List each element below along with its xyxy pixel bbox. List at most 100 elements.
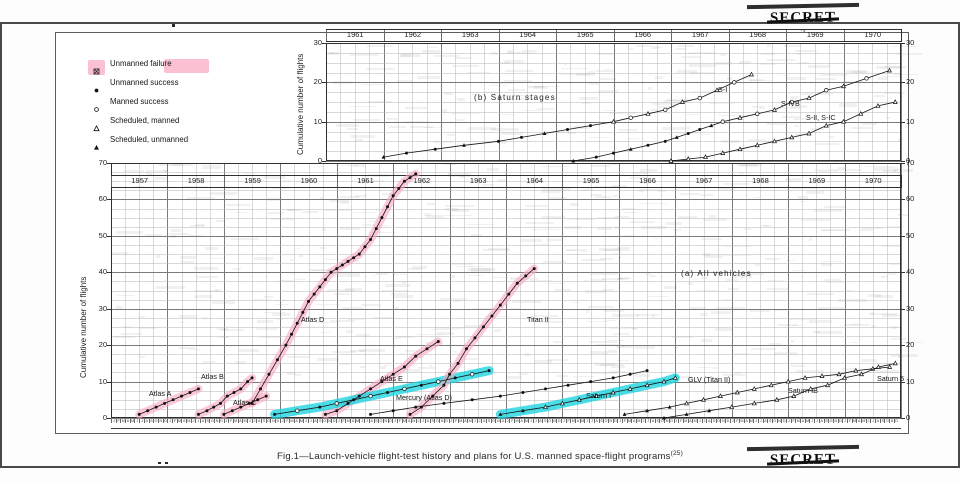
print-through-artifact bbox=[488, 247, 509, 250]
print-through-artifact bbox=[716, 307, 746, 309]
print-through-artifact bbox=[589, 194, 602, 196]
data-point bbox=[369, 238, 373, 241]
print-through-artifact bbox=[515, 94, 539, 96]
legend-item-label: Unmanned failure bbox=[110, 59, 172, 68]
print-through-artifact bbox=[730, 352, 750, 355]
data-point bbox=[532, 267, 536, 271]
gridline-minor-horizontal bbox=[326, 92, 901, 94]
print-through-artifact bbox=[451, 64, 480, 68]
print-through-artifact bbox=[813, 93, 833, 96]
print-through-artifact bbox=[888, 272, 896, 276]
data-point bbox=[352, 256, 356, 260]
y-axis-tick-mark bbox=[901, 199, 905, 201]
print-through-artifact bbox=[617, 246, 630, 250]
axis-line-left bbox=[111, 163, 112, 418]
print-through-artifact bbox=[594, 343, 619, 346]
data-point bbox=[405, 151, 408, 155]
x-axis-year-label: 1966 bbox=[613, 29, 672, 41]
series-label-atlas-b: Atlas B bbox=[201, 372, 224, 381]
print-through-artifact bbox=[159, 163, 183, 167]
data-point bbox=[386, 205, 389, 209]
data-point bbox=[433, 147, 437, 151]
legend-marker-open-circle-icon bbox=[92, 101, 101, 112]
print-through-artifact bbox=[823, 206, 846, 208]
print-through-artifact bbox=[350, 134, 375, 138]
print-through-artifact bbox=[751, 348, 776, 351]
print-through-artifact bbox=[210, 192, 237, 196]
data-point bbox=[267, 372, 271, 376]
data-point bbox=[340, 263, 344, 267]
print-through-artifact bbox=[893, 74, 919, 76]
y-axis-tick-label: 10 bbox=[906, 116, 915, 126]
print-through-artifact bbox=[193, 267, 218, 271]
print-through-artifact bbox=[355, 139, 364, 141]
print-through-artifact bbox=[162, 170, 167, 173]
x-axis-year-label: 1961 bbox=[336, 175, 393, 187]
print-through-artifact bbox=[424, 212, 432, 216]
print-through-artifact bbox=[582, 259, 605, 261]
print-through-artifact bbox=[640, 168, 657, 172]
print-through-artifact bbox=[701, 276, 709, 280]
legend-marker-pink-square-x-icon bbox=[92, 63, 101, 75]
gridline-minor-horizontal bbox=[111, 263, 901, 265]
data-point bbox=[323, 412, 327, 416]
print-through-artifact bbox=[385, 284, 411, 288]
data-point bbox=[576, 396, 582, 402]
series-saturn-ib bbox=[622, 364, 893, 416]
print-through-artifact bbox=[193, 295, 213, 298]
print-through-artifact bbox=[319, 331, 331, 334]
page-border-left bbox=[0, 22, 2, 468]
print-through-artifact bbox=[506, 50, 513, 53]
print-through-artifact bbox=[193, 376, 213, 379]
print-through-artifact bbox=[586, 310, 590, 314]
print-through-artifact bbox=[153, 177, 168, 181]
y-axis-tick-label: 50 bbox=[906, 230, 915, 240]
figure-caption-text: Fig.1—Launch-vehicle flight-test history… bbox=[277, 451, 671, 463]
print-through-artifact bbox=[146, 169, 168, 172]
print-through-artifact bbox=[652, 102, 678, 106]
axis-line-right bbox=[900, 43, 901, 161]
data-point bbox=[824, 88, 829, 93]
x-axis-year-label: 1967 bbox=[671, 29, 729, 41]
print-through-artifact bbox=[759, 106, 766, 109]
series-label-titan-ii: Titan II bbox=[527, 315, 549, 324]
print-through-artifact bbox=[782, 347, 788, 349]
print-through-artifact bbox=[845, 70, 867, 74]
print-through-artifact bbox=[882, 245, 903, 247]
data-point bbox=[436, 340, 440, 343]
x-axis-year-label: 1970 bbox=[843, 29, 902, 41]
data-point bbox=[497, 139, 500, 143]
print-through-artifact bbox=[814, 168, 838, 172]
print-through-artifact bbox=[640, 203, 666, 205]
data-point bbox=[264, 394, 268, 398]
data-point bbox=[524, 274, 528, 278]
print-through-artifact bbox=[395, 306, 399, 309]
print-through-artifact bbox=[588, 136, 609, 139]
legend-item-label: Scheduled, manned bbox=[110, 116, 180, 125]
print-through-artifact bbox=[814, 209, 842, 213]
print-through-artifact bbox=[623, 211, 639, 214]
print-through-artifact bbox=[627, 137, 640, 139]
print-through-artifact bbox=[738, 60, 751, 64]
print-through-artifact bbox=[452, 208, 470, 213]
print-through-artifact bbox=[548, 282, 565, 284]
legend-item: Scheduled, manned bbox=[86, 116, 266, 135]
print-through-artifact bbox=[505, 69, 534, 72]
x-axis-year-label: 1957 bbox=[111, 175, 167, 187]
data-point bbox=[312, 292, 316, 296]
print-through-artifact bbox=[547, 196, 568, 200]
data-point bbox=[196, 387, 200, 391]
print-through-artifact bbox=[367, 232, 397, 234]
print-through-artifact bbox=[501, 141, 507, 145]
print-through-artifact bbox=[731, 275, 753, 278]
print-through-artifact bbox=[494, 328, 502, 332]
print-through-artifact bbox=[179, 346, 196, 349]
print-through-artifact bbox=[121, 333, 143, 336]
print-through-artifact bbox=[449, 275, 455, 278]
print-through-artifact bbox=[452, 350, 457, 354]
print-through-artifact bbox=[791, 325, 802, 327]
data-point bbox=[180, 394, 184, 398]
print-through-artifact bbox=[601, 278, 623, 281]
data-point bbox=[318, 285, 322, 289]
print-through-artifact bbox=[316, 303, 340, 306]
